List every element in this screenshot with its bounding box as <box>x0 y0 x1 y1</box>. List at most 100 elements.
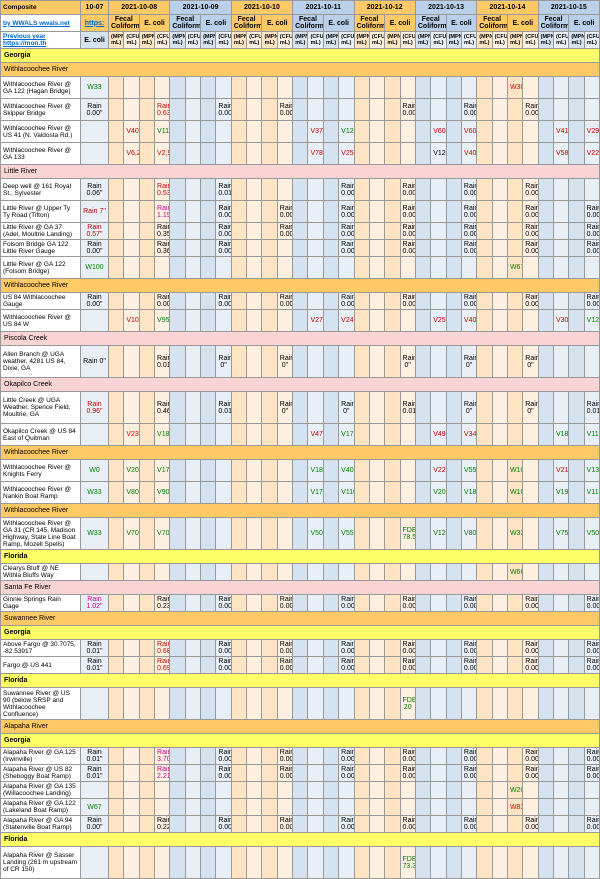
data-cell <box>569 143 584 165</box>
data-cell <box>431 257 446 279</box>
data-cell <box>139 482 154 504</box>
data-cell: Rain 0.00" <box>216 595 231 612</box>
data-cell <box>584 799 599 816</box>
data-cell <box>308 816 323 833</box>
data-cell: W200 <box>507 782 522 799</box>
section-row: Florida <box>1 550 600 564</box>
data-cell <box>247 816 262 833</box>
data-cell <box>262 310 277 332</box>
data-cell: V180 <box>308 460 323 482</box>
data-cell <box>385 346 400 378</box>
data-cell: Rain 0.00" <box>339 240 354 257</box>
unit-header: (MPN/100 mL) <box>323 32 338 49</box>
data-cell <box>415 257 430 279</box>
data-cell: Rain 0.00" <box>400 748 415 765</box>
data-cell <box>262 518 277 550</box>
data-cell <box>354 688 369 720</box>
data-cell <box>415 240 430 257</box>
data-cell: V210 <box>553 460 568 482</box>
data-cell <box>354 99 369 121</box>
by-link[interactable]: by WWALS wwals.net <box>1 15 81 32</box>
data-cell <box>523 564 538 581</box>
data-cell <box>185 346 200 378</box>
data-cell <box>369 77 384 99</box>
data-cell <box>323 688 338 720</box>
data-cell <box>216 782 231 799</box>
data-cell: Rain 0.00" <box>584 293 599 310</box>
data-cell <box>185 240 200 257</box>
data-cell <box>538 799 553 816</box>
data-cell <box>369 346 384 378</box>
data-cell: Rain 0.00" <box>461 179 476 201</box>
lead-cell <box>81 310 109 332</box>
data-cell <box>415 595 430 612</box>
data-cell <box>262 424 277 446</box>
data-cell <box>523 799 538 816</box>
data-cell <box>109 392 124 424</box>
data-cell: Rain 0.00" <box>523 179 538 201</box>
data-cell <box>507 595 522 612</box>
ecoli-sub: E. coli <box>81 32 109 49</box>
data-cell <box>293 564 308 581</box>
data-cell <box>262 847 277 879</box>
data-cell <box>231 460 246 482</box>
data-cell <box>293 424 308 446</box>
data-cell <box>400 424 415 446</box>
data-cell <box>538 847 553 879</box>
data-cell <box>477 482 492 504</box>
data-cell <box>523 121 538 143</box>
data-cell <box>124 223 139 240</box>
data-cell: Rain 0.00" <box>216 657 231 674</box>
https-link[interactable]: https: <box>81 15 109 32</box>
data-cell <box>293 99 308 121</box>
data-cell <box>507 748 522 765</box>
data-cell: V300 <box>553 310 568 332</box>
data-cell <box>507 179 522 201</box>
data-cell: V80 <box>124 482 139 504</box>
data-cell <box>109 816 124 833</box>
data-cell <box>553 201 568 223</box>
data-cell <box>185 179 200 201</box>
data-cell <box>247 482 262 504</box>
data-cell <box>277 179 292 201</box>
data-cell <box>262 460 277 482</box>
data-cell <box>170 179 185 201</box>
data-cell <box>354 240 369 257</box>
data-cell <box>369 392 384 424</box>
data-cell: Rain 0.68" <box>155 640 170 657</box>
data-cell <box>507 816 522 833</box>
data-cell: V40 <box>339 460 354 482</box>
data-cell <box>201 257 216 279</box>
data-cell <box>109 847 124 879</box>
data-cell <box>415 640 430 657</box>
data-cell: Rain 0.00" <box>584 201 599 223</box>
data-cell <box>523 688 538 720</box>
water-quality-table: Composite10-072021-10-082021-10-092021-1… <box>0 0 600 879</box>
data-cell <box>139 816 154 833</box>
data-cell <box>569 179 584 201</box>
prev-link[interactable]: Previous year https://mon.th <box>1 32 81 49</box>
lead-cell: W0 <box>81 460 109 482</box>
data-cell <box>461 77 476 99</box>
data-cell <box>308 748 323 765</box>
data-cell <box>323 179 338 201</box>
data-cell <box>277 460 292 482</box>
data-cell <box>323 201 338 223</box>
data-cell: Rain 0.00" <box>461 748 476 765</box>
data-cell <box>446 640 461 657</box>
data-cell <box>231 179 246 201</box>
data-cell <box>185 99 200 121</box>
data-cell <box>538 482 553 504</box>
data-cell <box>139 595 154 612</box>
data-cell: Rain 0.00" <box>400 816 415 833</box>
data-cell <box>155 799 170 816</box>
data-cell: Rain 0.00" <box>523 223 538 240</box>
data-cell <box>247 799 262 816</box>
fecal-header: Fecal Coliform <box>354 15 385 32</box>
data-cell <box>339 77 354 99</box>
data-cell: V90 <box>155 482 170 504</box>
data-cell <box>461 782 476 799</box>
data-cell <box>538 688 553 720</box>
fecal-header: Fecal Coliform <box>231 15 262 32</box>
data-cell <box>185 424 200 446</box>
